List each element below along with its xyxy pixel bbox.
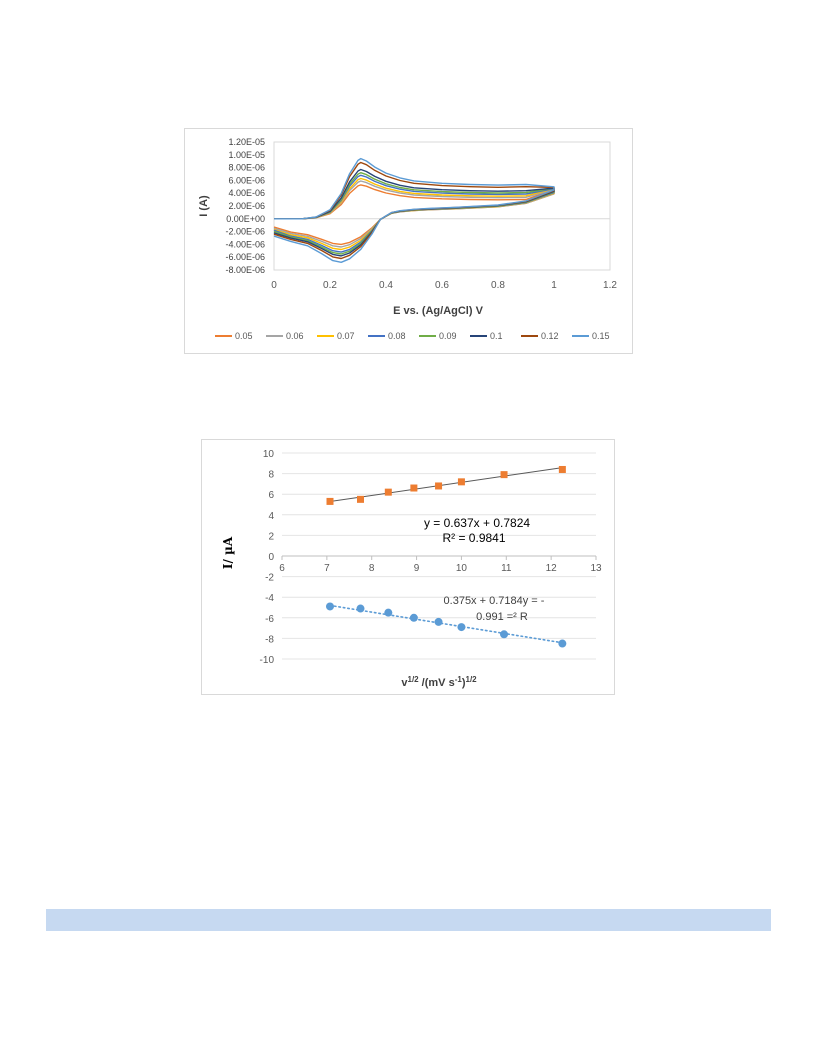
rs-y-tick-label: 0: [268, 552, 274, 563]
cv-x-tick-label: 0.2: [323, 280, 337, 291]
rs-y-tick-label: -8: [265, 634, 274, 645]
rs-x-tick-label: 10: [456, 563, 468, 574]
rs-point-oxidation: [357, 495, 364, 503]
rs-x-axis-text: ): [462, 677, 466, 689]
rs-x-tick-label: 13: [590, 563, 602, 574]
cv-y-tick-label: 8.00E-06: [228, 163, 265, 173]
cv-y-tick-label: -8.00E-06: [225, 265, 265, 275]
rs-y-tick-label: 8: [268, 470, 274, 481]
cv-x-axis-title: E vs. (Ag/AgCl) V: [393, 305, 484, 317]
rs-y-tick-label: 6: [268, 490, 274, 501]
rs-trendline-oxidation: [329, 467, 563, 503]
cv-legend-label: 0.08: [388, 331, 406, 341]
rs-equation-reduction: 0.375x + 0.7184y = -: [444, 595, 545, 607]
rs-x-axis-text: v: [401, 677, 408, 689]
rs-y-tick-label: -4: [265, 593, 274, 604]
cv-x-tick-label: 0.8: [491, 280, 505, 291]
rs-y-axis-title: I/ µA: [221, 536, 235, 569]
rs-trendline-reduction: [329, 604, 564, 644]
cv-y-tick-label: 1.00E-05: [228, 150, 265, 160]
cv-y-tick-label: 0.00E+00: [226, 214, 265, 224]
rs-x-tick-label: 12: [546, 563, 558, 574]
cv-plot-area: [273, 141, 611, 271]
rs-x-tick-label: 6: [279, 563, 285, 574]
cv-series-group: [273, 157, 555, 264]
rs-point-reduction: [356, 604, 365, 613]
rs-x-axis-superscript: 1/2: [408, 675, 420, 684]
cv-series-line: [273, 157, 555, 264]
rs-x-tick-label: 8: [369, 563, 375, 574]
cv-y-tick-label: -4.00E-06: [225, 239, 265, 249]
cv-legend-label: 0.12: [541, 331, 559, 341]
cv-legend-label: 0.09: [439, 331, 457, 341]
rs-point-oxidation: [500, 471, 508, 479]
cv-y-tick-label: -2.00E-06: [225, 227, 265, 237]
rs-point-reduction: [434, 617, 443, 626]
rs-x-axis-superscript: 1/2: [466, 675, 478, 684]
cv-y-tick-label: 6.00E-06: [228, 175, 265, 185]
rs-y-tick-label: 4: [268, 511, 274, 522]
scan-rate-chart-frame: 10 8 6 4 2 0 -2 -4 -6 -8 -10 6 7 8 9 10 11 12 13 y = 0.637x…: [201, 439, 615, 695]
footer-bar: [46, 909, 771, 931]
rs-point-reduction: [409, 613, 418, 622]
rs-point-oxidation: [435, 482, 443, 490]
rs-x-axis-superscript: -1: [455, 675, 463, 684]
rs-y-tick-label: -2: [265, 573, 274, 584]
cv-y-tick-label: -6.00E-06: [225, 252, 265, 262]
cv-y-tick-label: 1.20E-05: [228, 137, 265, 147]
rs-y-tick-label: 10: [263, 449, 275, 460]
rs-r2-oxidation: R² = 0.9841: [442, 531, 505, 545]
cv-chart-frame: 1.20E-05 1.00E-05 8.00E-06 6.00E-06 4.00E-06…: [184, 128, 633, 354]
rs-equation-oxidation: y = 0.637x + 0.7824: [424, 516, 530, 530]
cv-chart: 1.20E-05 1.00E-05 8.00E-06 6.00E-06 4.00E-06…: [198, 137, 617, 341]
rs-x-tick-label: 9: [414, 563, 420, 574]
cv-legend-label: 0.1: [490, 331, 503, 341]
cv-x-tick-label: 0.4: [379, 280, 393, 291]
rs-point-oxidation: [457, 478, 465, 486]
rs-x-axis-title: v1/2 /(mV s-1)1/2: [401, 675, 477, 690]
cv-legend-label: 0.07: [337, 331, 355, 341]
rs-point-reduction: [558, 639, 567, 648]
rs-x-tick-label: 7: [324, 563, 330, 574]
cv-x-tick-label: 1.2: [603, 280, 617, 291]
rs-x-axis-text: /(mV s: [419, 677, 455, 689]
rs-y-tick-label: -10: [260, 655, 275, 666]
rs-y-tick-label: 2: [268, 531, 274, 542]
cv-x-tick-label: 0: [271, 280, 277, 291]
rs-point-oxidation: [410, 484, 418, 492]
rs-point-reduction: [457, 623, 466, 632]
rs-point-oxidation: [326, 497, 334, 505]
cv-y-tick-label: 2.00E-06: [228, 201, 265, 211]
cv-legend-label: 0.15: [592, 331, 610, 341]
cv-x-tick-label: 1: [551, 280, 557, 291]
cv-legend-label: 0.05: [235, 331, 253, 341]
cv-y-axis-title: I (A): [198, 195, 210, 217]
scan-rate-chart: 10 8 6 4 2 0 -2 -4 -6 -8 -10 6 7 8 9 10 11 12 13 y = 0.637x…: [221, 449, 602, 690]
rs-point-oxidation: [384, 488, 392, 496]
rs-point-oxidation: [558, 465, 566, 473]
rs-point-reduction: [384, 608, 393, 617]
cv-legend-label: 0.06: [286, 331, 304, 341]
rs-r2-reduction: 0.991 =² R: [476, 611, 528, 623]
rs-point-reduction: [500, 630, 509, 639]
rs-x-tick-label: 11: [501, 563, 512, 574]
cv-x-tick-label: 0.6: [435, 280, 449, 291]
rs-point-reduction: [325, 602, 334, 611]
cv-y-tick-label: 4.00E-06: [228, 188, 265, 198]
rs-y-tick-label: -6: [265, 614, 274, 625]
